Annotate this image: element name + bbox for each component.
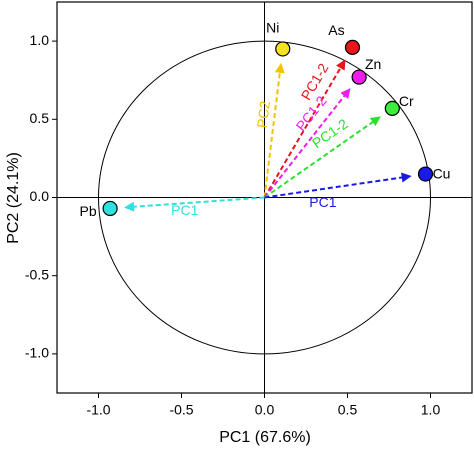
point-label: Pb (80, 203, 97, 219)
arrow-head (124, 201, 135, 212)
arrow-head (369, 116, 381, 127)
point-label: Zn (365, 56, 381, 72)
point (102, 200, 118, 217)
y-tick-label: 0.0 (30, 188, 50, 204)
point-label: As (328, 22, 344, 38)
y-tick-label: -1.0 (25, 345, 49, 361)
x-axis-label: PC1 (67.6%) (219, 429, 311, 446)
x-tick-label: 0.5 (338, 402, 358, 418)
y-tick-label: 1.0 (30, 32, 50, 48)
arrow-label: PC2 (254, 100, 273, 129)
loading-arrow (263, 65, 343, 199)
x-tick-label: -1.0 (86, 402, 110, 418)
loading-arrow (263, 70, 282, 198)
point (384, 100, 400, 116)
arrow-head (401, 172, 412, 183)
loading-arrow (263, 120, 375, 199)
point (417, 166, 434, 182)
arrow-head (274, 62, 285, 74)
arrow-head (336, 59, 346, 71)
x-tick-label: 1.0 (421, 402, 441, 418)
x-tick-label: 0.0 (255, 402, 275, 418)
arrow-head (340, 88, 351, 100)
loading-arrow (263, 93, 347, 199)
point-label: Cu (433, 166, 451, 182)
y-tick-label: 0.5 (30, 110, 50, 126)
x-tick-label: -0.5 (169, 402, 193, 418)
y-tick-label: -0.5 (25, 266, 49, 282)
y-axis-label: PC2 (24.1%) (5, 152, 22, 244)
arrow-label: PC1 (171, 202, 198, 218)
loading-arrow (131, 196, 265, 208)
point (275, 41, 291, 57)
point (351, 69, 367, 85)
point-label: Ni (266, 20, 279, 36)
arrow-label: PC1 (309, 194, 336, 210)
point (344, 39, 361, 55)
point-label: Cr (399, 93, 414, 109)
